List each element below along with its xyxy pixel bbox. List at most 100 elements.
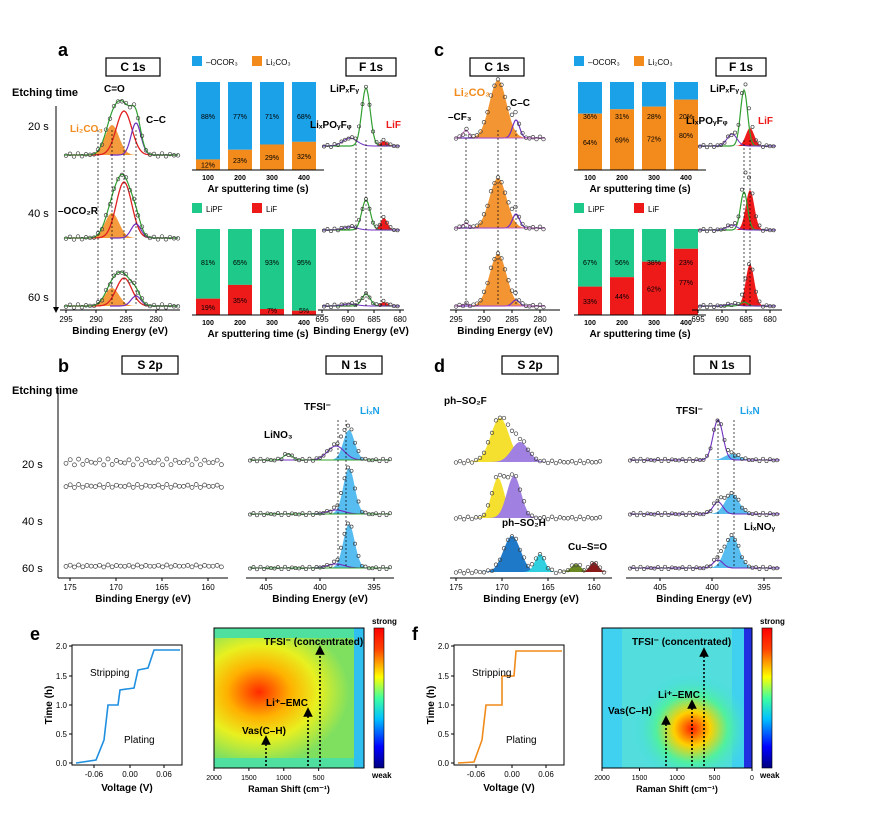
data-point <box>569 515 575 520</box>
data-point <box>638 564 643 569</box>
data-point <box>80 462 86 467</box>
data-point <box>374 565 378 570</box>
data-point <box>573 460 579 466</box>
data-point <box>517 436 523 442</box>
data-point <box>701 227 706 232</box>
data-point <box>513 536 519 542</box>
c-bar-bottom-pct-top: 38% <box>647 260 661 267</box>
e-annotation-li-emc: Li⁺–EMC <box>266 698 308 709</box>
data-point <box>505 422 511 427</box>
time-label-20s-b: 20 s <box>22 459 43 471</box>
data-point <box>353 136 358 141</box>
data-point <box>520 130 525 136</box>
data-point <box>726 448 730 452</box>
data-point <box>381 214 386 219</box>
data-point <box>67 562 73 568</box>
label-cc: C–C <box>146 115 166 126</box>
c-bar-bottom-legend-1: LiF <box>648 205 659 214</box>
data-points-b-n1s <box>248 465 392 518</box>
f-volt-ytick-label: 1.5 <box>438 672 450 681</box>
data-point <box>628 458 632 463</box>
data-point <box>363 456 368 461</box>
panel-letter-b: b <box>58 356 69 376</box>
a-bar-bottom-bar-top <box>260 229 284 309</box>
data-point <box>336 143 340 148</box>
data-point <box>151 563 157 569</box>
data-point <box>377 513 382 518</box>
data-point <box>585 459 591 464</box>
data-point <box>151 151 157 157</box>
b-s2p-tick-label: 170 <box>109 583 123 592</box>
data-point <box>177 483 182 489</box>
data-point <box>638 510 643 515</box>
data-point <box>135 290 141 295</box>
data-point <box>761 228 765 233</box>
data-point <box>80 564 86 570</box>
data-point <box>775 566 779 571</box>
data-point <box>701 457 706 462</box>
data-point <box>103 213 109 218</box>
e-raman-edge <box>354 628 364 768</box>
data-point <box>577 514 583 519</box>
a-bar-bottom-bar-top <box>228 229 252 285</box>
data-point <box>122 484 128 489</box>
data-point <box>750 267 755 272</box>
label-lino3: LiNO₃ <box>264 430 293 441</box>
data-point <box>677 512 681 517</box>
data-point <box>84 563 90 568</box>
data-point <box>743 456 748 461</box>
data-point <box>754 457 758 462</box>
title-b-s2p: S 2p <box>137 358 162 372</box>
data-points-d-s2p-40 <box>453 472 603 522</box>
data-point <box>325 562 329 567</box>
data-point <box>318 511 322 516</box>
data-point <box>492 180 497 186</box>
d-s2p-tick-label: 175 <box>449 583 463 592</box>
data-point <box>107 116 113 121</box>
f-scale-strong: strong <box>760 617 785 626</box>
data-point <box>553 516 559 522</box>
data-point <box>123 100 129 106</box>
peak-lipxfy <box>322 86 400 147</box>
data-point <box>469 516 475 522</box>
data-point <box>501 415 507 421</box>
data-point <box>712 427 716 432</box>
data-point <box>499 180 504 185</box>
data-point <box>712 501 716 506</box>
a-bar-bottom-pct-top: 93% <box>265 260 279 267</box>
a-bar-top-pct-bottom: 32% <box>297 154 311 161</box>
a-bar-bottom-bar-bottom <box>228 284 252 315</box>
data-point <box>726 223 730 228</box>
data-point <box>332 302 337 307</box>
data-point <box>322 228 326 233</box>
data-point <box>346 225 351 230</box>
data-point <box>733 130 737 135</box>
data-point <box>135 456 140 462</box>
data-point <box>332 442 336 447</box>
data-point <box>652 566 657 571</box>
data-point <box>79 237 85 242</box>
data-point <box>561 516 567 521</box>
data-point <box>645 565 650 570</box>
data-point <box>374 302 379 307</box>
data-point <box>478 298 483 303</box>
data-point <box>719 549 723 554</box>
data-point <box>103 127 109 132</box>
data-point <box>114 458 119 463</box>
data-point <box>381 510 385 515</box>
data-point <box>155 237 161 242</box>
data-point <box>687 564 692 569</box>
data-point <box>541 515 547 520</box>
data-point <box>328 447 333 452</box>
data-point <box>712 305 716 309</box>
data-point <box>202 563 207 568</box>
etching-time-label-a: Etching time <box>12 87 78 99</box>
data-point <box>276 456 280 461</box>
data-point <box>139 462 144 467</box>
data-point <box>465 568 471 573</box>
data-point <box>663 456 667 461</box>
data-point <box>701 566 706 571</box>
peak-lixn <box>320 430 380 460</box>
data-point <box>525 447 531 452</box>
c-bar-top-xlabel: Ar sputtering time (s) <box>589 184 690 195</box>
